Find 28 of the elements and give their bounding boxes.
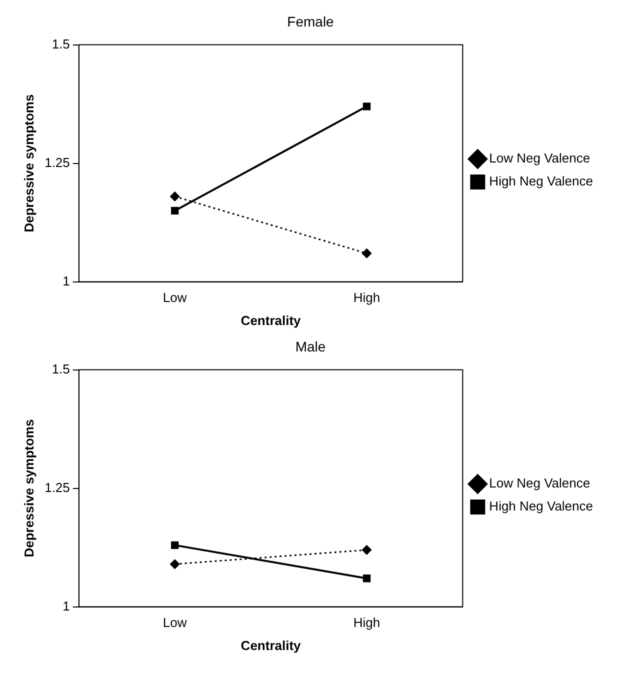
point xyxy=(362,574,371,582)
y-tick-label: 1.25 xyxy=(44,480,70,495)
x-axis-title: Centrality xyxy=(240,638,302,653)
x-tick-label: Low xyxy=(162,615,188,630)
point xyxy=(362,248,372,258)
point xyxy=(170,559,180,569)
y-tick-label: 1.25 xyxy=(44,154,70,170)
point xyxy=(171,541,179,550)
y-tick-label: 1.5 xyxy=(52,36,70,52)
legend-label: High Neg Valence xyxy=(489,498,594,514)
legend-label: Low Neg Valence xyxy=(489,150,590,166)
x-tick-label: High xyxy=(353,615,380,630)
y-tick-label: 1.5 xyxy=(52,361,70,376)
point xyxy=(362,102,371,110)
point xyxy=(171,206,179,215)
y-axis-title: Depressive symptoms xyxy=(21,419,36,558)
y-tick-label: 1 xyxy=(62,598,70,614)
chart-title: Male xyxy=(295,338,326,354)
x-tick-label: High xyxy=(353,290,380,306)
x-axis-title: Centrality xyxy=(240,312,302,328)
point xyxy=(170,192,180,202)
chart-title: Female xyxy=(287,13,334,30)
legend-label: High Neg Valence xyxy=(489,174,594,189)
y-axis-title: Depressive symptoms xyxy=(21,94,36,232)
x-tick-label: Low xyxy=(162,290,188,306)
y-tick-label: 1 xyxy=(62,273,70,288)
legend-label: Low Neg Valence xyxy=(489,476,590,491)
point xyxy=(362,545,372,555)
